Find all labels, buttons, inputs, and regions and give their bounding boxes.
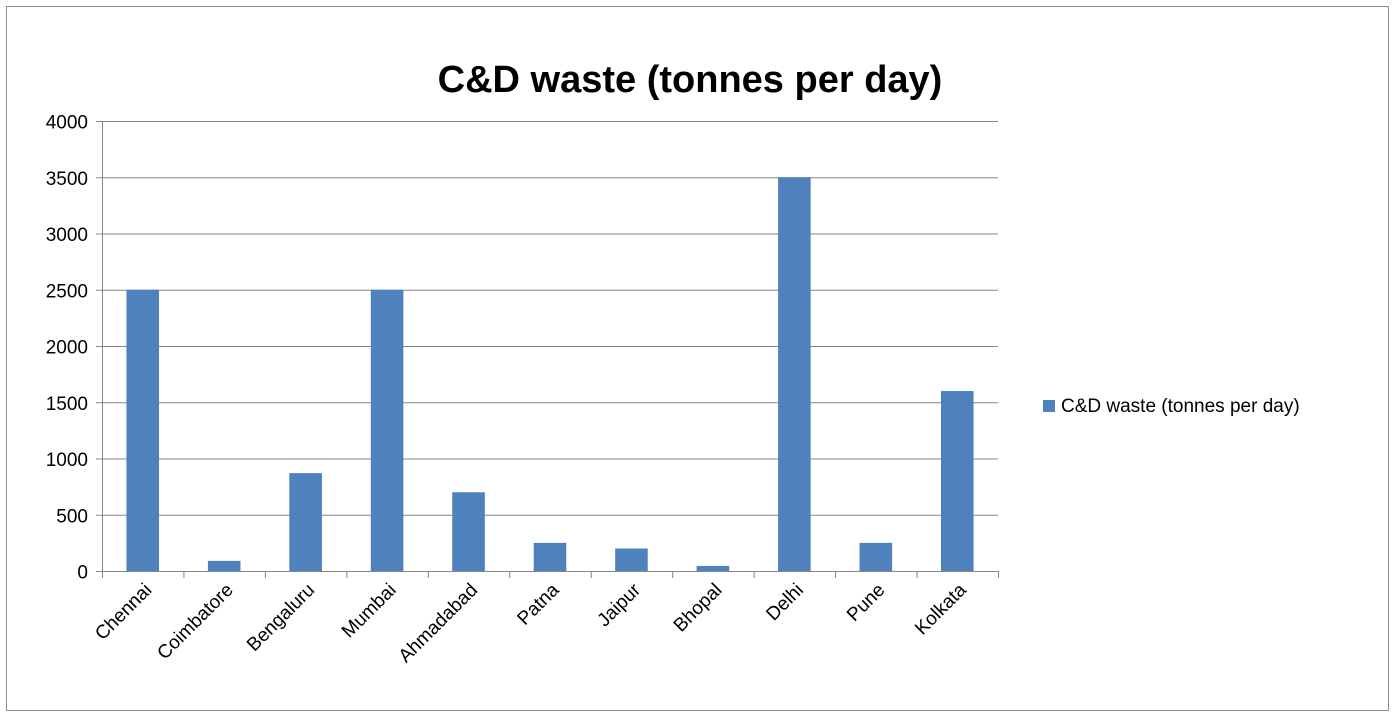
y-tick-label: 1000 <box>46 450 88 471</box>
y-tick-label: 4000 <box>46 113 88 134</box>
gridlines <box>102 121 998 516</box>
bar <box>370 289 404 571</box>
bar <box>859 542 893 571</box>
y-tick-label: 2500 <box>46 281 88 302</box>
bars <box>126 177 974 571</box>
legend-label: C&D waste (tonnes per day) <box>1061 396 1300 417</box>
y-tick-label: 3000 <box>46 225 88 246</box>
bar <box>778 177 811 571</box>
y-tick-label: 1500 <box>46 394 88 415</box>
legend: C&D waste (tonnes per day) <box>1043 396 1300 417</box>
bar <box>289 473 322 571</box>
bar <box>940 391 974 571</box>
bar <box>452 492 485 571</box>
bar <box>126 289 160 571</box>
y-tick-label: 3500 <box>46 169 88 190</box>
y-tick-label: 500 <box>56 506 88 527</box>
chart-title: C&D waste (tonnes per day) <box>438 59 943 101</box>
legend-swatch <box>1043 400 1055 412</box>
bar <box>207 560 241 571</box>
bar <box>615 548 648 571</box>
y-tick-label: 2000 <box>46 338 88 359</box>
y-tick-label: 0 <box>77 563 88 584</box>
bar <box>533 542 567 571</box>
bar <box>696 565 730 571</box>
chart-border <box>6 6 1389 711</box>
